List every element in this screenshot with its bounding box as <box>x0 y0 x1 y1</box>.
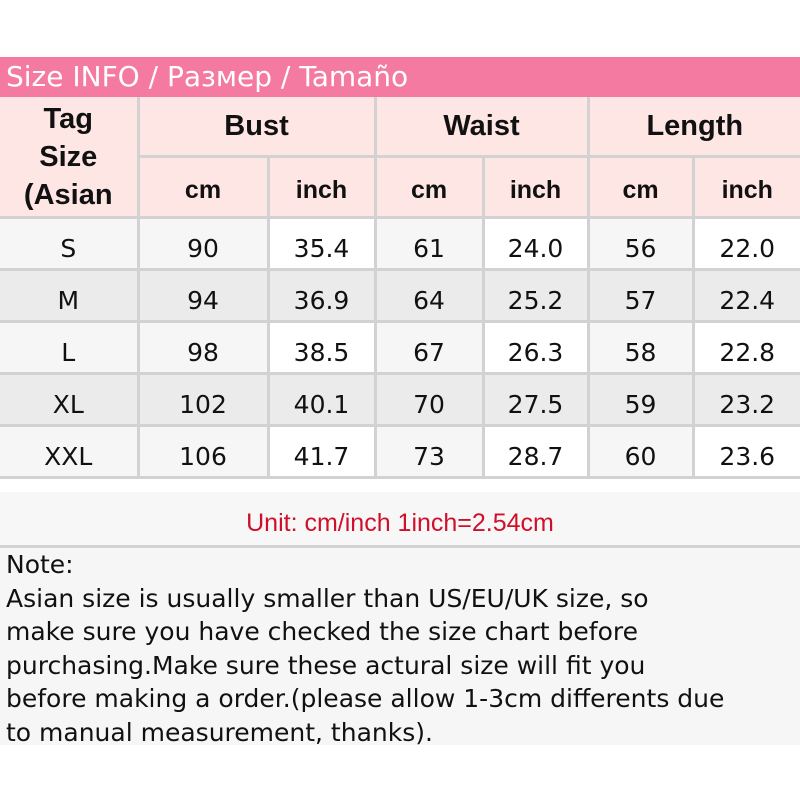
note-line: before making a order.(please allow 1-3c… <box>6 684 725 713</box>
value-cell: 24.0 <box>481 217 590 271</box>
value-cell: 23.6 <box>691 424 800 479</box>
unit-header: cm <box>138 155 270 219</box>
table-row: L 98 38.5 67 26.3 58 22.8 <box>0 320 800 375</box>
length-header: Length <box>586 97 800 158</box>
value-cell: 26.3 <box>481 320 590 375</box>
value-cell: 41.7 <box>266 424 377 479</box>
value-cell: 40.1 <box>266 372 377 427</box>
table-row: S 90 35.4 61 24.0 56 22.0 <box>0 217 800 271</box>
tag-size-line: (Asian <box>23 178 113 211</box>
note-heading: Note: <box>6 550 74 579</box>
value-cell: 22.8 <box>691 320 800 375</box>
unit-header: inch <box>481 155 590 219</box>
value-cell: 35.4 <box>266 217 377 271</box>
value-cell: 23.2 <box>691 372 800 427</box>
value-cell: 56 <box>586 217 695 271</box>
tag-size-line: Tag <box>43 102 93 135</box>
table-row: M 94 36.9 64 25.2 57 22.4 <box>0 268 800 323</box>
size-cell: XL <box>0 372 140 427</box>
value-cell: 59 <box>586 372 695 427</box>
value-cell: 70 <box>373 372 485 427</box>
unit-header: cm <box>586 155 695 219</box>
value-cell: 58 <box>586 320 695 375</box>
value-cell: 61 <box>373 217 485 271</box>
value-cell: 22.0 <box>691 217 800 271</box>
bust-header: Bust <box>136 97 377 158</box>
value-cell: 36.9 <box>266 268 377 323</box>
unit-header: inch <box>266 155 377 219</box>
note-section: Note: Asian size is usually smaller than… <box>0 548 800 747</box>
size-cell: S <box>0 217 140 271</box>
value-cell: 28.7 <box>481 424 590 479</box>
value-cell: 60 <box>586 424 695 479</box>
value-cell: 22.4 <box>691 268 800 323</box>
title-bar: Size INFO / Размер / Tamaño <box>0 57 800 97</box>
unit-note: Unit: cm/inch 1inch=2.54cm <box>0 492 800 548</box>
value-cell: 64 <box>373 268 485 323</box>
value-cell: 90 <box>136 217 270 271</box>
value-cell: 38.5 <box>266 320 377 375</box>
value-cell: 106 <box>136 424 270 479</box>
value-cell: 57 <box>586 268 695 323</box>
value-cell: 94 <box>136 268 270 323</box>
value-cell: 73 <box>373 424 485 479</box>
size-cell: XXL <box>0 424 140 479</box>
unit-header: cm <box>373 155 485 219</box>
table-row: XL 102 40.1 70 27.5 59 23.2 <box>0 372 800 427</box>
size-cell: L <box>0 320 140 375</box>
size-table: Tag Size (Asian Bust Waist Length cm inc… <box>0 97 800 479</box>
note-line: make sure you have checked the size char… <box>6 617 638 646</box>
table-row: XXL 106 41.7 73 28.7 60 23.6 <box>0 424 800 479</box>
value-cell: 98 <box>136 320 270 375</box>
chart-title: Size INFO / Размер / Tamaño <box>6 60 409 93</box>
tag-size-header: Tag Size (Asian <box>0 97 140 219</box>
size-cell: M <box>0 268 140 323</box>
waist-header: Waist <box>373 97 590 158</box>
value-cell: 102 <box>136 372 270 427</box>
note-line: to manual measurement, thanks). <box>6 717 433 747</box>
value-cell: 27.5 <box>481 372 590 427</box>
note-line: Asian size is usually smaller than US/EU… <box>6 583 649 613</box>
unit-header: inch <box>691 155 800 219</box>
note-line: purchasing.Make sure these actural size … <box>6 650 646 680</box>
tag-size-line: Size <box>39 140 98 173</box>
value-cell: 67 <box>373 320 485 375</box>
value-cell: 25.2 <box>481 268 590 323</box>
